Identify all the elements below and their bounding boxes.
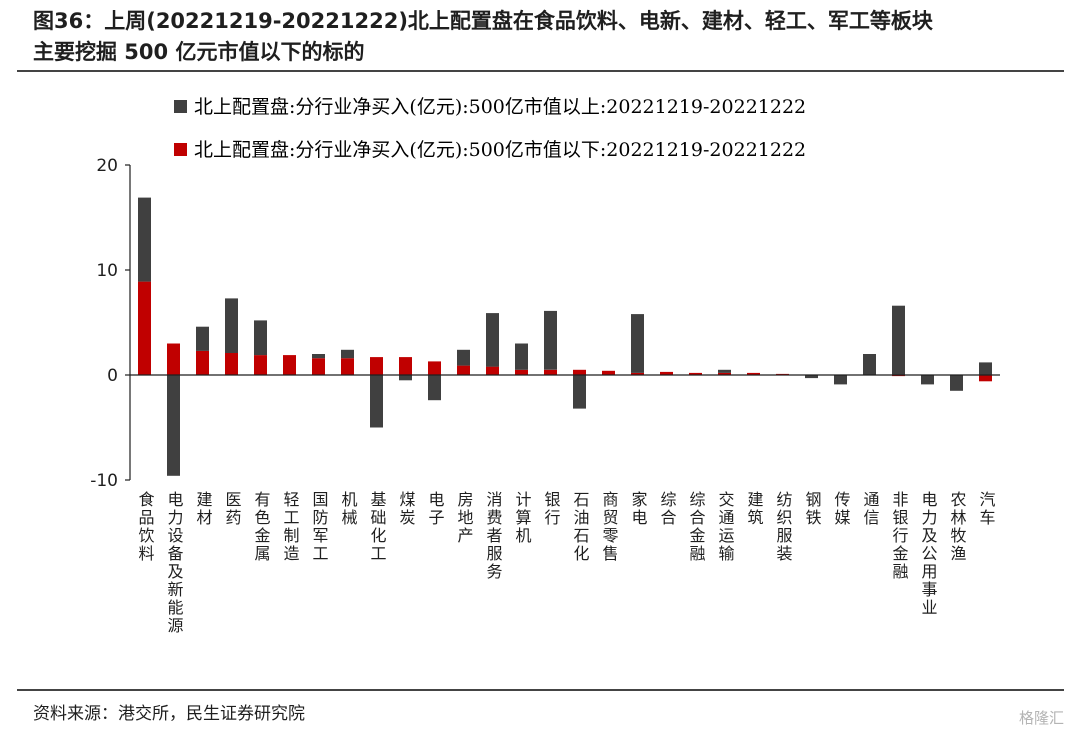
bar-above-500: [196, 326, 209, 351]
bar-below-500: [573, 369, 586, 376]
legend-swatch-above: [174, 100, 187, 113]
bar-above-500: [863, 354, 876, 375]
bar-series: [138, 197, 992, 476]
x-tick-label: 基础化工: [370, 490, 386, 563]
watermark: 格隆汇: [1018, 709, 1064, 727]
bar-below-500: [138, 281, 151, 375]
y-tick-label: -10: [90, 471, 118, 491]
x-tick-label: 交通运输: [718, 490, 734, 563]
bar-above-500: [428, 375, 441, 401]
bar-above-500: [921, 375, 934, 385]
x-tick-label: 煤炭: [399, 490, 415, 527]
title-divider: [17, 70, 1064, 72]
x-tick-label: 综合: [660, 490, 676, 527]
bar-above-500: [544, 310, 557, 370]
bar-above-500: [979, 362, 992, 375]
bar-above-500: [312, 354, 325, 359]
x-tick-label: 房地产: [457, 490, 473, 545]
legend-label-above: 北上配置盘:分行业净买入(亿元):500亿市值以上:20221219-20221…: [194, 96, 806, 118]
x-tick-label: 农林牧渔: [950, 490, 966, 563]
bar-below-500: [196, 350, 209, 375]
x-tick-label: 有色金属: [254, 490, 270, 563]
x-tick-label: 非银行金融: [892, 490, 908, 581]
bar-above-500: [805, 375, 818, 379]
title-line-1: 图36：上周(20221219-20221222)北上配置盘在食品饮料、电新、建…: [33, 9, 933, 33]
bar-above-500: [341, 349, 354, 359]
bar-below-500: [341, 358, 354, 375]
x-tick-label: 国防军工: [312, 490, 328, 563]
bar-above-500: [486, 313, 499, 367]
bar-below-500: [718, 372, 731, 375]
axes: -10 0 10 20: [90, 156, 1000, 491]
bar-above-500: [457, 349, 470, 366]
bar-above-500: [718, 369, 731, 373]
bar-above-500: [399, 375, 412, 381]
bar-below-500: [631, 372, 644, 375]
bar-below-500: [225, 352, 238, 375]
bar-below-500: [689, 372, 702, 375]
bar-below-500: [979, 375, 992, 382]
legend: 北上配置盘:分行业净买入(亿元):500亿市值以上:20221219-20221…: [174, 96, 806, 161]
bar-below-500: [602, 370, 615, 375]
x-tick-label: 医药: [225, 490, 241, 527]
x-tick-label: 机械: [341, 490, 357, 527]
bar-below-500: [167, 343, 180, 375]
bar-below-500: [283, 355, 296, 375]
bar-below-500: [486, 366, 499, 375]
bar-below-500: [312, 358, 325, 375]
x-tick-label: 商贸零售: [602, 490, 618, 563]
x-tick-label: 综合金融: [689, 490, 705, 563]
x-tick-label: 电子: [428, 490, 444, 527]
bar-below-500: [747, 372, 760, 375]
legend-label-below: 北上配置盘:分行业净买入(亿元):500亿市值以下:20221219-20221…: [194, 139, 806, 161]
bar-above-500: [631, 314, 644, 373]
x-tick-label: 银行: [544, 490, 560, 527]
bar-below-500: [544, 369, 557, 376]
bar-above-500: [515, 343, 528, 370]
legend-swatch-below: [174, 143, 187, 156]
bar-above-500: [138, 197, 151, 282]
y-tick-label: 0: [107, 366, 118, 386]
bar-above-500: [225, 298, 238, 353]
y-tick-label: 20: [96, 156, 118, 176]
bar-below-500: [660, 371, 673, 375]
bar-above-500: [573, 375, 586, 409]
x-tick-label: 家电: [631, 490, 647, 527]
chart-title: 图36：上周(20221219-20221222)北上配置盘在食品饮料、电新、建…: [33, 6, 1063, 68]
bar-above-500: [370, 375, 383, 428]
x-tick-label: 石油石化: [573, 490, 589, 563]
x-tick-label: 通信: [863, 490, 879, 527]
x-tick-label: 传媒: [834, 490, 850, 527]
bar-below-500: [515, 369, 528, 376]
bar-below-500: [370, 357, 383, 375]
bar-below-500: [457, 365, 470, 375]
x-axis-labels: 食品饮料电力设备及新能源建材医药有色金属轻工制造国防军工机械基础化工煤炭电子房地…: [138, 490, 995, 635]
bar-above-500: [892, 305, 905, 375]
bar-below-500: [428, 361, 441, 375]
bar-above-500: [254, 320, 267, 356]
x-tick-label: 建筑: [747, 490, 763, 527]
bar-above-500: [950, 375, 963, 391]
x-tick-label: 纺织服装: [776, 490, 792, 563]
bar-below-500: [399, 357, 412, 375]
x-tick-label: 建材: [196, 490, 212, 527]
y-tick-label: 10: [96, 261, 118, 281]
x-tick-label: 钢铁: [805, 490, 821, 527]
footer-divider: [17, 689, 1064, 691]
x-tick-label: 电力设备及新能源: [167, 490, 183, 635]
x-tick-label: 计算机: [515, 490, 531, 545]
bar-above-500: [167, 375, 180, 476]
x-tick-label: 消费者服务: [486, 490, 502, 581]
title-line-2: 主要挖掘 500 亿元市值以下的标的: [33, 40, 365, 64]
x-tick-label: 轻工制造: [283, 490, 299, 563]
x-tick-label: 汽车: [979, 490, 995, 527]
x-tick-label: 食品饮料: [138, 490, 154, 563]
x-tick-label: 电力及公用事业: [921, 490, 937, 617]
bar-below-500: [254, 355, 267, 375]
source-note: 资料来源：港交所，民生证券研究院: [33, 704, 305, 724]
bar-above-500: [834, 375, 847, 385]
